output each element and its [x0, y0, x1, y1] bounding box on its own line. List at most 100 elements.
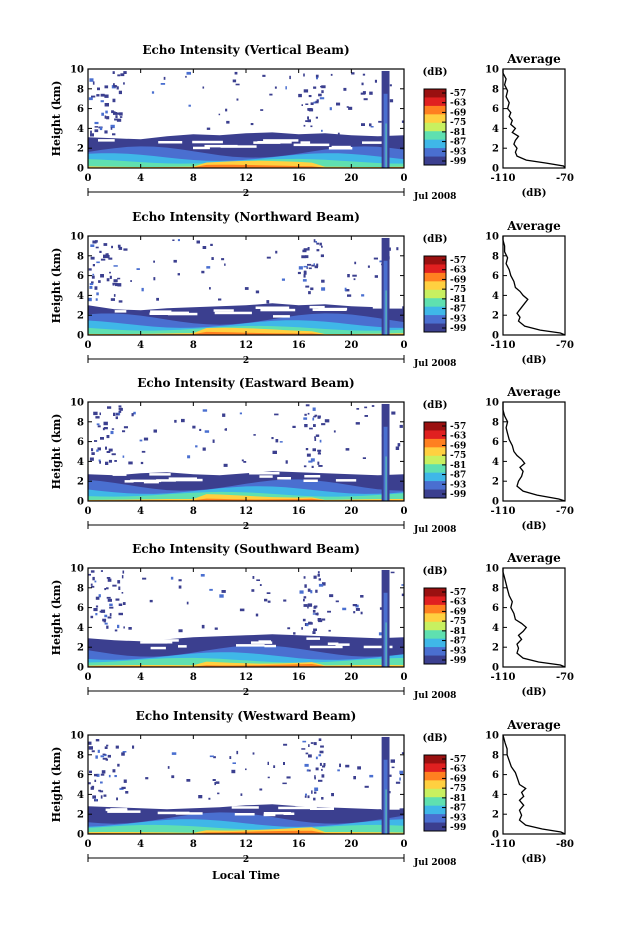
echo-speckle [217, 792, 220, 795]
echo-speckle [95, 596, 100, 600]
echo-speckle [321, 245, 323, 248]
echo-speckle [219, 594, 224, 598]
colorbar-swatch [424, 89, 446, 98]
echo-speckle [113, 294, 116, 297]
day-label: 2 [243, 855, 249, 865]
echo-speckle [315, 116, 318, 119]
panel-title: Echo Intensity (Northward Beam) [132, 210, 360, 224]
column-mid [383, 260, 388, 335]
echo-speckle [91, 452, 95, 455]
colorbar-swatch [424, 306, 446, 316]
echo-speckle [221, 258, 225, 261]
echo-speckle [132, 745, 135, 749]
echo-speckle [206, 127, 211, 130]
date-label: Jul 2008 [413, 359, 456, 369]
echo-speckle [304, 795, 307, 798]
column-mid [383, 759, 388, 834]
echo-speckle [210, 243, 213, 246]
colorbar-swatch [424, 422, 446, 431]
echo-speckle [94, 121, 99, 125]
colorbar-swatch [424, 596, 446, 606]
colorbar-tick-label: -87 [450, 138, 466, 148]
echo-speckle [354, 261, 357, 265]
echo-speckle [96, 261, 100, 264]
panel-3: Echo Intensity (Eastward Beam) 0 2 4 6 8 10 Hei… [50, 376, 574, 535]
y-tick-label: 10 [70, 65, 84, 76]
echo-speckle [272, 450, 277, 454]
colorbar-frame [423, 421, 447, 499]
echo-speckle [264, 598, 268, 602]
colorbar-swatch [424, 489, 446, 499]
echo-speckle [314, 436, 316, 439]
echo-speckle [117, 74, 121, 77]
layer-gap [263, 812, 291, 815]
colorbar-swatch [424, 822, 446, 832]
colorbar-tick-label: -75 [450, 784, 466, 794]
echo-speckle [345, 448, 350, 451]
echo-speckle [88, 782, 91, 785]
echo-speckle [106, 278, 110, 282]
echo-speckle [118, 405, 122, 408]
echo-speckle [116, 118, 122, 122]
echo-speckle [307, 588, 311, 592]
echo-speckle [110, 124, 115, 129]
echo-speckle [90, 583, 93, 586]
echo-speckle [311, 264, 315, 267]
echo-speckle [218, 113, 221, 116]
profile-y-tick-label: 6 [492, 271, 499, 282]
echo-speckle [303, 576, 306, 579]
echo-speckle [298, 93, 302, 98]
echo-speckle [201, 270, 205, 274]
echo-speckle [302, 279, 307, 282]
echo-speckle [364, 406, 368, 409]
echo-speckle [115, 112, 120, 115]
echo-speckle [92, 240, 97, 244]
column-mid [383, 592, 388, 667]
echo-speckle [314, 791, 317, 794]
echo-speckle [94, 580, 97, 583]
echo-speckle [116, 797, 118, 801]
echo-speckle [209, 755, 214, 758]
echo-speckle [120, 73, 125, 77]
echo-speckle [363, 98, 368, 101]
profile-x-label: (dB) [522, 854, 547, 865]
profile-y-tick-label: 6 [492, 437, 499, 448]
echo-speckle [316, 242, 319, 245]
echo-speckle [282, 782, 287, 785]
echo-speckle [313, 575, 317, 579]
profile-title: Average [506, 385, 561, 399]
echo-speckle [360, 92, 366, 95]
y-tick-label: 10 [70, 232, 84, 243]
echo-speckle [122, 602, 126, 605]
echo-speckle [104, 614, 108, 618]
colorbar-tick-label: -87 [450, 471, 466, 481]
echo-speckle [123, 626, 125, 629]
echo-speckle [94, 779, 97, 782]
echo-speckle [308, 267, 312, 270]
y-axis-label: Height (km) [50, 81, 63, 157]
layer-gap [327, 642, 339, 645]
echo-speckle [395, 781, 401, 784]
colorbar-tick-label: -81 [450, 461, 466, 471]
profile-y-tick-label: 8 [492, 84, 499, 95]
echo-speckle [153, 429, 157, 433]
echo-speckle [329, 107, 332, 111]
echo-speckle [170, 576, 174, 580]
echo-speckle [149, 599, 153, 603]
heatmap [88, 736, 404, 834]
echo-speckle [151, 91, 155, 94]
echo-speckle [319, 762, 322, 766]
echo-speckle [335, 600, 339, 603]
echo-speckle [96, 292, 99, 296]
y-tick-label: 8 [77, 251, 84, 262]
profile-x-tick-label: -110 [490, 173, 515, 184]
echo-speckle [319, 439, 322, 443]
colorbar-tick-label: -57 [450, 422, 466, 432]
echo-speckle [107, 616, 112, 619]
layer-gap [107, 810, 141, 813]
echo-speckle [167, 766, 170, 769]
echo-speckle [315, 74, 319, 78]
echo-speckle [391, 766, 395, 769]
echo-speckle [113, 83, 115, 87]
colorbar-tick-label: -75 [450, 118, 466, 128]
